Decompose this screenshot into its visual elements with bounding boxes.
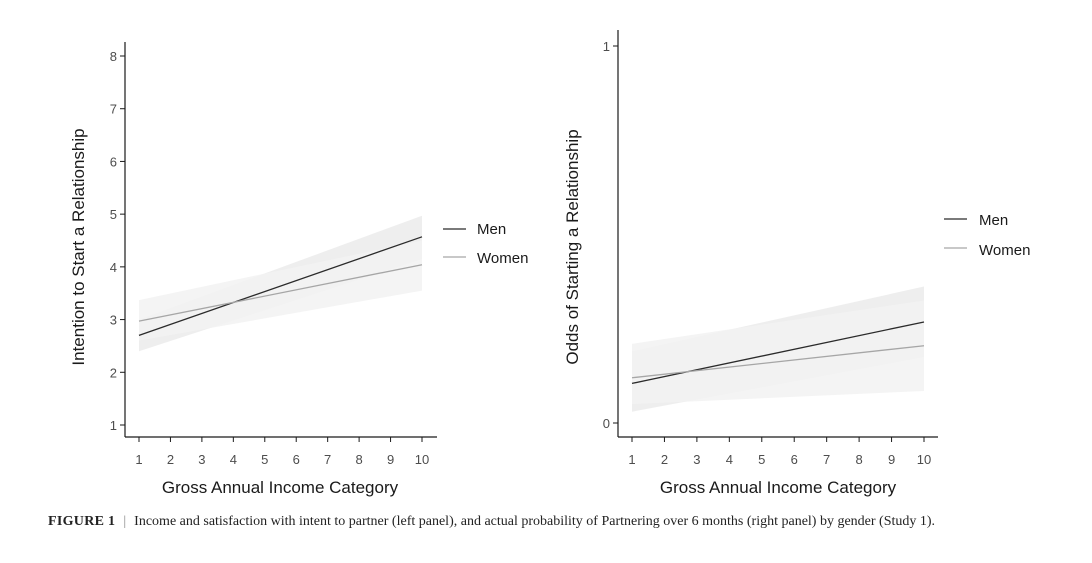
left-x-tick-label: 8 [355, 452, 362, 467]
right-x-tick-label: 4 [726, 452, 733, 467]
right-y-tick-label: 0 [603, 416, 610, 431]
right-series-lines [631, 321, 925, 385]
right-confidence-bands [632, 286, 924, 412]
left-y-axis-title: Intention to Start a Relationship [69, 128, 88, 365]
left-legend-label-women: Women [477, 250, 528, 267]
left-line-men [138, 236, 423, 336]
left-x-tick-label: 4 [230, 452, 237, 467]
left-x-tick-label: 5 [261, 452, 268, 467]
right-x-tick-label: 6 [791, 452, 798, 467]
left-x-tick-label: 10 [415, 452, 429, 467]
right-panel: 01 1 2 3 4 5 6 7 8 9 10 Odds of Starting a Relati… [563, 30, 1030, 497]
figure-caption: FIGURE 1 | Income and satisfaction with in… [48, 511, 1058, 533]
left-panel: 1 2 3 4 5 6 7 8 1 2 3 4 5 6 7 8 9 10 Intention to Start … [69, 42, 528, 497]
left-y-tick-label: 7 [110, 102, 117, 117]
right-legend-label-men: Men [979, 212, 1008, 229]
right-x-tick-label: 1 [628, 452, 635, 467]
right-x-tick-label: 7 [823, 452, 830, 467]
right-line-women [631, 345, 925, 379]
right-x-tick-label: 9 [888, 452, 895, 467]
left-y-tick-label: 2 [110, 365, 117, 380]
left-confidence-bands [139, 215, 422, 352]
left-x-axis-title: Gross Annual Income Category [162, 478, 399, 497]
left-x-tick-label: 1 [135, 452, 142, 467]
right-x-tick-label: 8 [855, 452, 862, 467]
left-legend: Men Women [443, 221, 528, 267]
right-x-ticks: 1 2 3 4 5 6 7 8 9 10 [628, 437, 931, 467]
right-x-axis-title: Gross Annual Income Category [660, 478, 897, 497]
right-y-tick-label: 1 [603, 39, 610, 54]
right-legend-label-women: Women [979, 242, 1030, 259]
left-y-tick-label: 8 [110, 49, 117, 64]
right-x-tick-label: 2 [661, 452, 668, 467]
left-y-tick-label: 1 [110, 418, 117, 433]
left-band-women [139, 240, 422, 341]
left-x-tick-label: 9 [387, 452, 394, 467]
right-x-tick-label: 3 [693, 452, 700, 467]
right-y-axis-title: Odds of Starting a Relationship [563, 129, 582, 364]
left-y-tick-label: 6 [110, 154, 117, 169]
left-y-ticks: 1 2 3 4 5 6 7 8 [110, 49, 125, 433]
right-y-ticks: 01 [603, 39, 618, 431]
left-y-tick-label: 3 [110, 313, 117, 328]
left-series-lines [138, 236, 423, 336]
left-x-tick-label: 3 [198, 452, 205, 467]
right-line-men [631, 321, 925, 385]
left-legend-label-men: Men [477, 221, 506, 238]
right-x-tick-label: 10 [917, 452, 931, 467]
right-x-tick-label: 5 [758, 452, 765, 467]
left-x-tick-label: 6 [293, 452, 300, 467]
caption-text: Income and satisfaction with intent to p… [134, 514, 936, 529]
left-x-ticks: 1 2 3 4 5 6 7 8 9 10 [135, 437, 429, 467]
figure-label: FIGURE 1 [48, 514, 116, 529]
left-x-tick-label: 2 [167, 452, 174, 467]
left-y-tick-label: 5 [110, 207, 117, 222]
left-line-women [138, 264, 423, 322]
caption-separator: | [123, 514, 127, 529]
right-legend: Men Women [944, 212, 1030, 259]
left-x-tick-label: 7 [324, 452, 331, 467]
left-y-tick-label: 4 [110, 260, 117, 275]
